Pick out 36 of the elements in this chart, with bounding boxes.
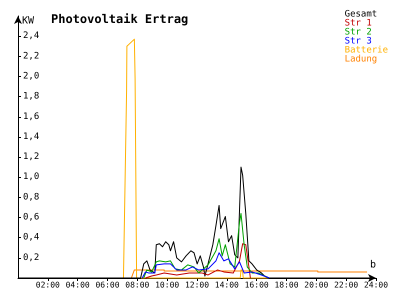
x-tick-label: 16:00 <box>244 280 269 290</box>
line-series <box>144 243 251 278</box>
line-series <box>142 252 270 278</box>
x-tick-label: 08:00 <box>125 280 150 290</box>
y-tick-label: 0,8 <box>23 192 40 202</box>
x-tick-label: 06:00 <box>95 280 120 290</box>
y-tick-label: 1,2 <box>23 152 40 162</box>
annotation: b <box>370 259 376 270</box>
x-tick-label: 14:00 <box>214 280 240 290</box>
x-tick-label: 12:00 <box>184 280 210 290</box>
text: Str 3 <box>344 36 372 46</box>
text: Ladung <box>344 54 378 64</box>
x-tick-label: 04:00 <box>66 280 90 290</box>
y-tick-label: 2,0 <box>23 71 40 82</box>
y-tick-label: 2,4 <box>23 31 40 42</box>
text: Batterie <box>344 46 388 56</box>
x-tick-label: 22:00 <box>334 280 358 290</box>
y-tick-label: 2,2 <box>23 51 40 62</box>
y-tick-label: 0,2 <box>23 252 40 263</box>
x-tick-label: 18:00 <box>274 280 299 290</box>
y-axis-title: KW <box>22 16 36 26</box>
text: Str 2 <box>344 28 372 38</box>
text: Gesamt <box>344 10 378 20</box>
x-tick-label: 24:00 <box>364 280 388 290</box>
x-tick-label: 10:00 <box>155 280 180 290</box>
y-tick-label: 1,6 <box>23 112 40 122</box>
y-tick-label: 0,6 <box>23 212 40 223</box>
text: Str 1 <box>344 18 372 28</box>
y-tick-label: 1,0 <box>23 172 40 182</box>
y-tick-label: 1,8 <box>23 92 40 102</box>
x-tick-label: 20:00 <box>304 280 329 290</box>
chart-title: Photovoltaik Ertrag <box>51 12 188 26</box>
y-tick-label: 0,4 <box>23 232 40 243</box>
line-series <box>143 213 268 278</box>
y-tick-label: 1,4 <box>23 132 40 142</box>
x-tick-label: 02:00 <box>36 280 60 290</box>
